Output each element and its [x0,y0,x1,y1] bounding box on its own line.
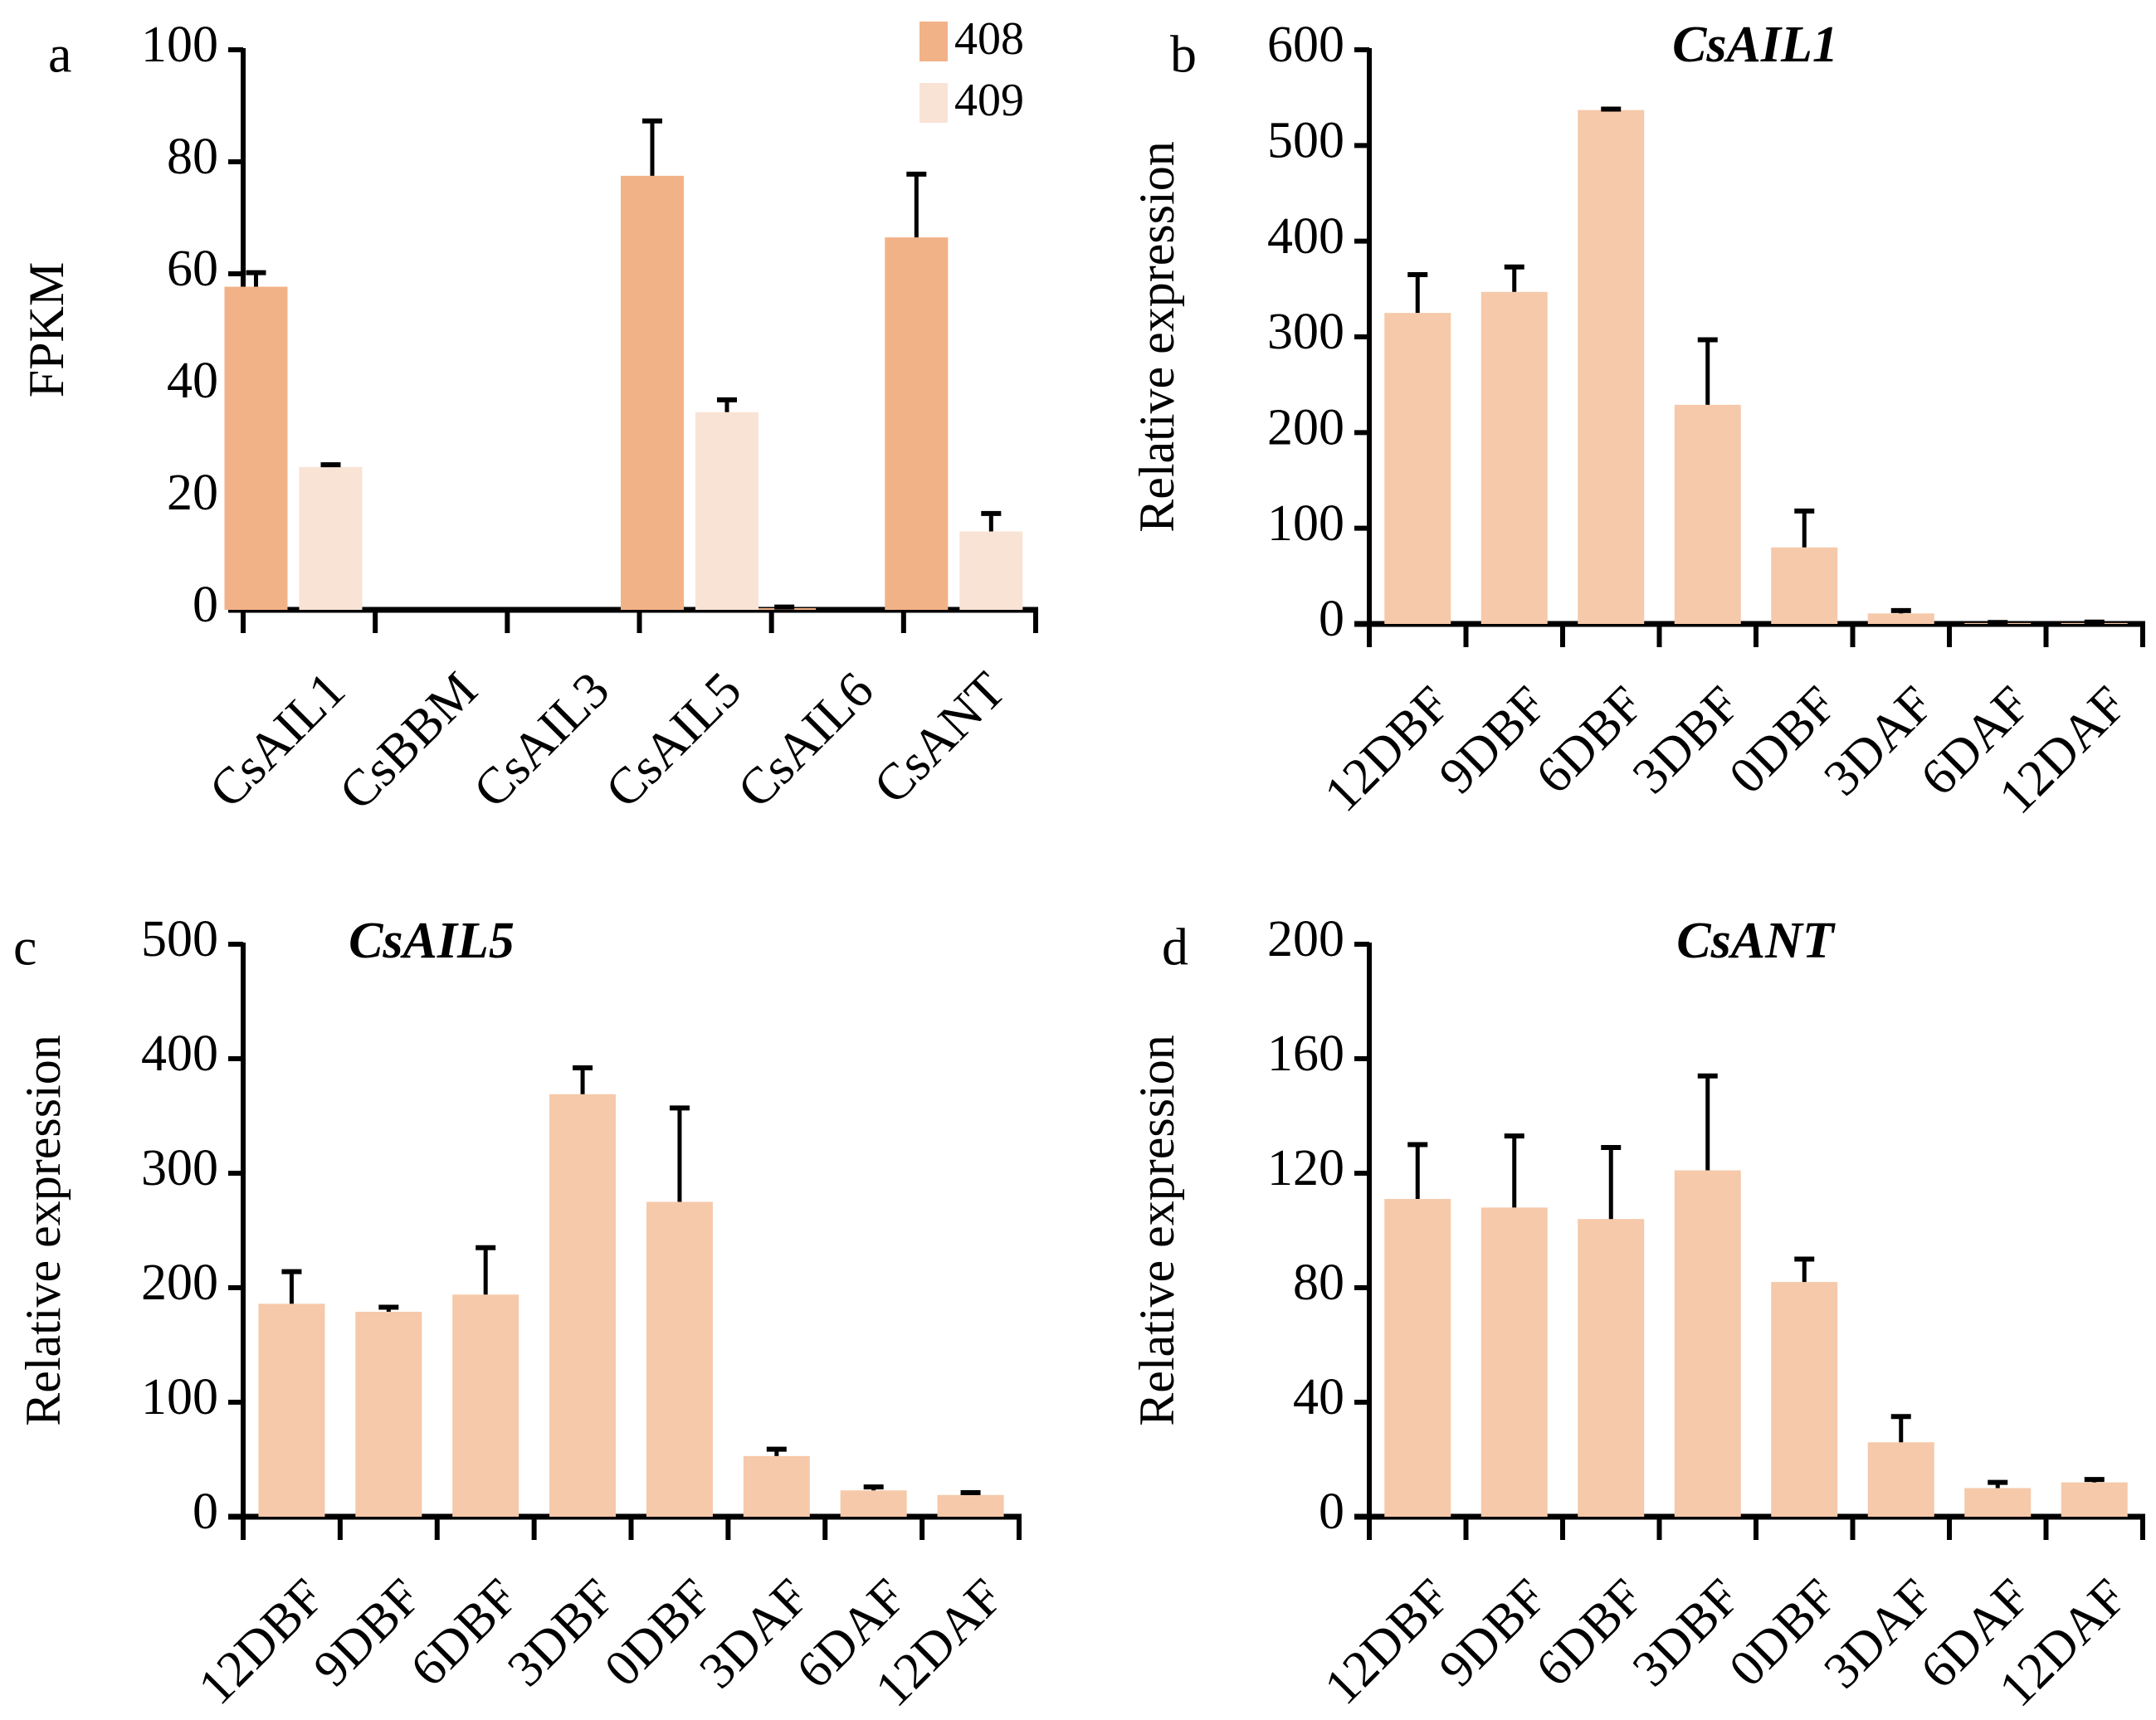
y-tick-label: 120 [1267,1140,1344,1196]
y-tick-label: 160 [1267,1026,1344,1082]
x-tick-label: 6DBF [400,1568,529,1697]
bar [646,1201,713,1517]
x-tick-label: 3DBF [1622,675,1751,804]
x-tick-label: 9DBF [303,1568,432,1697]
bar [1480,291,1548,624]
bar [959,531,1023,610]
y-tick-label: 600 [1267,17,1344,73]
bar [885,237,949,610]
bar [299,466,363,610]
panel-b: b CsAIL1 Relative expression 0 100 200 300 400 5… [1129,17,2145,825]
y-tick-label: 200 [141,1255,218,1311]
x-tick-label: 12DBF [1314,675,1461,822]
panel-d: d CsANT Relative expression 0 40 80 120 160 200 1… [1129,911,2145,1718]
bar [2061,1482,2128,1517]
bar [840,1490,907,1517]
bar [695,412,759,610]
x-tick-label: CsANT [863,661,1016,814]
y-tick-label: 200 [1267,911,1344,967]
x-tick-label: 12DBF [1314,1568,1461,1715]
x-tick-label: 3DBF [497,1568,626,1697]
bar [1578,110,1645,624]
y-axis-title: Relative expression [1129,1035,1184,1426]
y-tick-label: 300 [1267,304,1344,360]
bar [1867,1442,1934,1517]
chart-title: CsANT [1676,913,1836,969]
x-tick-label: 3DAF [689,1568,820,1699]
x-tick-label: 6DBF [1525,1568,1654,1697]
bar [937,1494,1004,1517]
bar [1771,1282,1838,1517]
bar [1480,1207,1548,1517]
x-tick-label: CsAIL1 [199,661,356,818]
bar [1771,547,1838,624]
x-tick-label: CsAIL5 [595,661,752,818]
panel-letter: d [1162,918,1188,977]
y-tick-label: 0 [1319,591,1344,647]
bar [1964,1488,2032,1517]
y-tick-label: 100 [141,1369,218,1425]
bar [1384,313,1451,624]
legend-swatch [919,22,948,61]
x-tick-label: 9DBF [1429,1568,1558,1697]
x-tick-label: 0DBF [594,1568,723,1697]
bar [224,286,288,610]
legend-swatch [919,83,948,123]
legend-label: 409 [954,75,1024,126]
bar [1578,1219,1645,1517]
bar [1384,1199,1451,1517]
legend-label: 408 [954,13,1024,65]
x-tick-label: 12DBF [188,1568,334,1715]
y-tick-label: 40 [1293,1369,1344,1425]
y-tick-label: 400 [1267,208,1344,265]
bar [258,1303,325,1517]
chart-title: CsAIL5 [349,913,515,969]
y-tick-label: 200 [1267,400,1344,456]
y-tick-label: 500 [141,911,218,967]
y-tick-label: 300 [141,1140,218,1196]
bar [743,1455,810,1517]
y-tick-label: 80 [1293,1255,1344,1311]
y-tick-label: 0 [193,1484,218,1540]
x-tick-label: 3DBF [1622,1568,1751,1697]
x-tick-label: CsAIL6 [727,661,884,818]
bar [1674,1170,1741,1517]
y-tick-label: 100 [1267,495,1344,552]
y-tick-label: 100 [141,17,218,73]
x-tick-label: 3DAF [1813,675,1944,806]
x-tick-label: 0DBF [1719,675,1847,804]
y-axis-title: Relative expression [1129,141,1184,533]
y-tick-label: 0 [1319,1484,1344,1540]
x-tick-label: CsBBM [329,661,488,821]
panel-letter: a [48,25,71,84]
bar [355,1311,422,1517]
bar [1867,613,1934,624]
y-tick-label: 0 [193,577,218,633]
x-tick-label: CsAIL3 [463,661,620,818]
bar [620,175,684,610]
y-tick-label: 80 [167,129,218,185]
x-tick-label: 0DBF [1719,1568,1847,1697]
panel-c: c CsAIL5 Relative expression 0 100 200 300 400 5… [13,911,1022,1718]
bar [549,1094,617,1517]
y-axis-title: FPKM [19,262,74,397]
panel-letter: c [13,918,37,977]
panel-a: a FPKM 0 20 40 60 80 100 CsAIL1CsBBMCsAIL3CsAIL5… [19,13,1038,821]
x-tick-label: 3DAF [1813,1568,1944,1699]
x-tick-label: 6DBF [1525,675,1654,804]
panel-letter: b [1170,25,1197,84]
chart-title: CsAIL1 [1672,17,1838,73]
x-tick-label: 9DBF [1429,675,1558,804]
y-tick-label: 400 [141,1026,218,1082]
y-axis-title: Relative expression [16,1035,71,1426]
bar [1674,404,1741,624]
y-tick-label: 500 [1267,113,1344,169]
bar [452,1294,519,1517]
y-tick-label: 20 [167,465,218,521]
y-tick-label: 60 [167,241,218,297]
y-tick-label: 40 [167,353,218,409]
